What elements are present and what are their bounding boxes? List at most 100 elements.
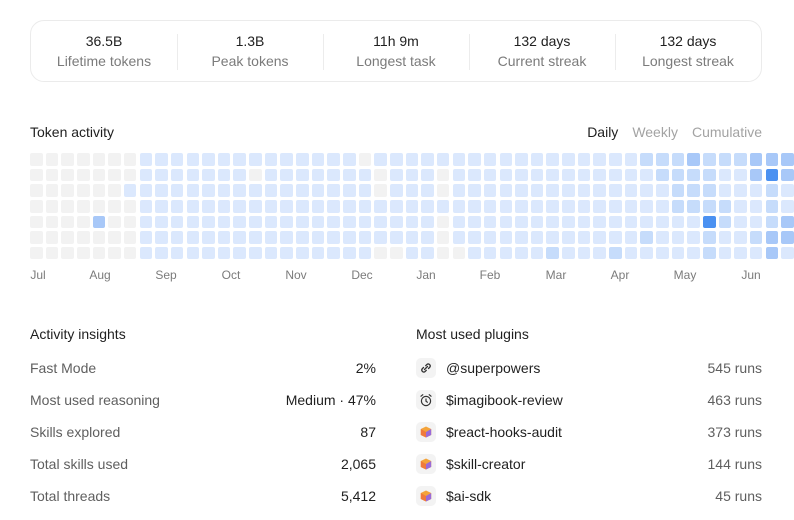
heatmap-cell[interactable] — [483, 153, 497, 166]
heatmap-cell[interactable] — [781, 168, 794, 182]
heatmap-cell[interactable] — [139, 199, 153, 213]
heatmap-cell[interactable] — [264, 199, 278, 213]
heatmap-cell[interactable] — [311, 231, 325, 244]
heatmap-cell[interactable] — [656, 246, 669, 260]
heatmap-cell[interactable] — [436, 231, 450, 244]
heatmap-cell[interactable] — [421, 215, 434, 229]
heatmap-cell[interactable] — [546, 184, 560, 197]
heatmap-cell[interactable] — [233, 153, 247, 166]
heatmap-cell[interactable] — [264, 231, 278, 244]
heatmap-cell[interactable] — [155, 153, 168, 166]
heatmap-cell[interactable] — [264, 153, 278, 166]
heatmap-cell[interactable] — [702, 246, 716, 260]
heatmap-cell[interactable] — [656, 199, 669, 213]
heatmap-cell[interactable] — [640, 168, 653, 182]
heatmap-cell[interactable] — [61, 168, 74, 182]
heatmap-cell[interactable] — [749, 153, 763, 166]
heatmap-cell[interactable] — [30, 231, 43, 244]
heatmap-cell[interactable] — [139, 231, 153, 244]
heatmap-cell[interactable] — [702, 153, 716, 166]
heatmap-cell[interactable] — [108, 199, 121, 213]
heatmap-cell[interactable] — [389, 184, 403, 197]
heatmap-cell[interactable] — [296, 184, 309, 197]
heatmap-cell[interactable] — [217, 153, 231, 166]
heatmap-cell[interactable] — [327, 153, 340, 166]
heatmap-cell[interactable] — [546, 231, 560, 244]
heatmap-cell[interactable] — [296, 199, 309, 213]
heatmap-cell[interactable] — [656, 153, 669, 166]
heatmap-cell[interactable] — [687, 184, 700, 197]
heatmap-cell[interactable] — [264, 168, 278, 182]
heatmap-cell[interactable] — [30, 184, 43, 197]
heatmap-cell[interactable] — [421, 231, 434, 244]
heatmap-cell[interactable] — [170, 168, 184, 182]
heatmap-cell[interactable] — [202, 246, 215, 260]
heatmap-cell[interactable] — [343, 215, 356, 229]
heatmap-cell[interactable] — [405, 231, 419, 244]
heatmap-cell[interactable] — [170, 184, 184, 197]
heatmap-cell[interactable] — [296, 215, 309, 229]
heatmap-cell[interactable] — [734, 199, 747, 213]
heatmap-cell[interactable] — [45, 246, 59, 260]
heatmap-cell[interactable] — [389, 246, 403, 260]
heatmap-cell[interactable] — [280, 231, 293, 244]
heatmap-cell[interactable] — [30, 153, 43, 166]
heatmap-cell[interactable] — [123, 184, 137, 197]
heatmap-cell[interactable] — [515, 246, 528, 260]
heatmap-cell[interactable] — [499, 246, 513, 260]
heatmap-cell[interactable] — [530, 199, 544, 213]
plugin-row[interactable]: @superpowers 545 runs — [416, 352, 762, 384]
heatmap-cell[interactable] — [139, 246, 153, 260]
heatmap-cell[interactable] — [202, 153, 215, 166]
heatmap-cell[interactable] — [421, 199, 434, 213]
heatmap-cell[interactable] — [483, 231, 497, 244]
heatmap-cell[interactable] — [280, 184, 293, 197]
heatmap-cell[interactable] — [577, 184, 591, 197]
heatmap-cell[interactable] — [108, 246, 121, 260]
heatmap-cell[interactable] — [405, 246, 419, 260]
heatmap-cell[interactable] — [452, 184, 466, 197]
heatmap-cell[interactable] — [499, 168, 513, 182]
heatmap-cell[interactable] — [374, 153, 387, 166]
heatmap-cell[interactable] — [264, 215, 278, 229]
heatmap-cell[interactable] — [170, 199, 184, 213]
heatmap-cell[interactable] — [61, 184, 74, 197]
heatmap-cell[interactable] — [92, 231, 106, 244]
heatmap-cell[interactable] — [264, 184, 278, 197]
heatmap-cell[interactable] — [640, 199, 653, 213]
heatmap-cell[interactable] — [123, 215, 137, 229]
heatmap-cell[interactable] — [108, 153, 121, 166]
heatmap-cell[interactable] — [734, 231, 747, 244]
heatmap-cell[interactable] — [734, 215, 747, 229]
heatmap-cell[interactable] — [593, 153, 606, 166]
heatmap-cell[interactable] — [499, 153, 513, 166]
heatmap-cell[interactable] — [781, 184, 794, 197]
heatmap-cell[interactable] — [45, 168, 59, 182]
heatmap-cell[interactable] — [671, 231, 685, 244]
heatmap-cell[interactable] — [217, 231, 231, 244]
heatmap-cell[interactable] — [61, 199, 74, 213]
heatmap-cell[interactable] — [562, 184, 575, 197]
heatmap-cell[interactable] — [217, 246, 231, 260]
heatmap-cell[interactable] — [530, 184, 544, 197]
heatmap-cell[interactable] — [155, 184, 168, 197]
heatmap-cell[interactable] — [640, 215, 653, 229]
heatmap-cell[interactable] — [749, 184, 763, 197]
heatmap-cell[interactable] — [233, 199, 247, 213]
heatmap-cell[interactable] — [374, 231, 387, 244]
heatmap-cell[interactable] — [374, 199, 387, 213]
heatmap-cell[interactable] — [76, 199, 90, 213]
heatmap-cell[interactable] — [515, 153, 528, 166]
heatmap-cell[interactable] — [249, 199, 262, 213]
heatmap-cell[interactable] — [92, 168, 106, 182]
heatmap-cell[interactable] — [781, 246, 794, 260]
heatmap-cell[interactable] — [609, 215, 622, 229]
heatmap-cell[interactable] — [656, 184, 669, 197]
heatmap-cell[interactable] — [311, 246, 325, 260]
heatmap-cell[interactable] — [249, 153, 262, 166]
heatmap-cell[interactable] — [624, 215, 638, 229]
heatmap-cell[interactable] — [562, 246, 575, 260]
heatmap-cell[interactable] — [749, 246, 763, 260]
heatmap-cell[interactable] — [45, 199, 59, 213]
heatmap-cell[interactable] — [499, 184, 513, 197]
